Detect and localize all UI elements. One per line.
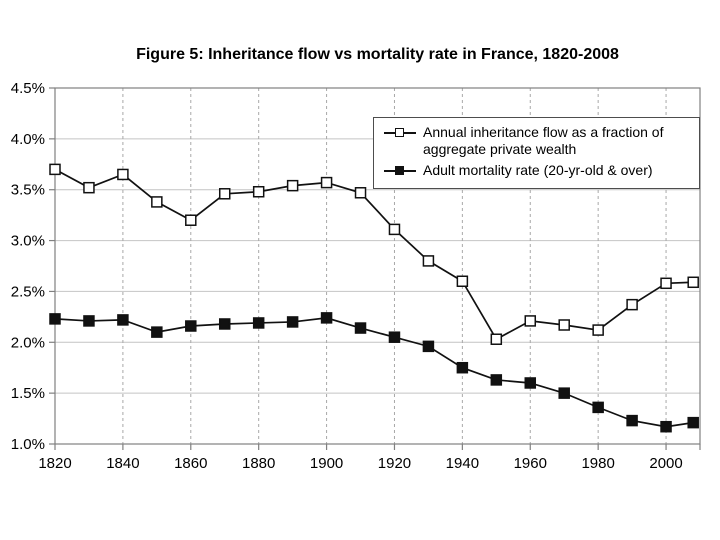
data-point-inheritance-flow [151, 196, 163, 208]
data-point-mortality-rate [252, 317, 265, 329]
data-point-inheritance-flow [388, 223, 401, 236]
legend: Annual inheritance flow as a fraction of… [373, 117, 700, 189]
data-point-inheritance-flow [49, 163, 61, 176]
data-point-inheritance-flow [218, 188, 231, 200]
x-tick-label: 1880 [242, 455, 275, 472]
filled-square-marker-icon [384, 164, 416, 178]
legend-label-inheritance: Annual inheritance flow as a fraction of… [423, 124, 664, 158]
y-tick-label: 3.0% [11, 233, 45, 250]
data-point-inheritance-flow [286, 179, 299, 192]
open-square-marker-icon [384, 126, 416, 140]
data-point-mortality-rate [354, 322, 367, 334]
data-point-mortality-rate [286, 316, 299, 328]
legend-item-mortality: Adult mortality rate (20-yr-old & over) [384, 162, 697, 179]
data-point-inheritance-flow [558, 319, 570, 331]
legend-label-mortality: Adult mortality rate (20-yr-old & over) [423, 162, 653, 179]
x-tick-label: 2000 [649, 455, 682, 472]
data-point-inheritance-flow [660, 277, 672, 290]
data-point-mortality-rate [83, 315, 95, 327]
x-tick-label: 1900 [310, 455, 343, 472]
data-point-mortality-rate [490, 374, 503, 386]
data-point-mortality-rate [388, 331, 401, 343]
data-point-inheritance-flow [252, 185, 265, 198]
x-tick-label: 1920 [378, 455, 411, 472]
x-tick-label: 1820 [38, 455, 71, 472]
data-point-mortality-rate [592, 401, 604, 414]
data-point-inheritance-flow [354, 187, 367, 199]
data-point-mortality-rate [49, 313, 61, 325]
x-tick-label: 1840 [106, 455, 139, 472]
data-point-mortality-rate [117, 314, 129, 326]
data-point-inheritance-flow [422, 255, 435, 267]
data-point-inheritance-flow [320, 176, 333, 189]
data-point-mortality-rate [558, 387, 570, 399]
y-tick-label: 2.0% [11, 334, 45, 351]
legend-item-inheritance: Annual inheritance flow as a fraction of… [384, 124, 697, 158]
x-tick-label: 1980 [581, 455, 614, 472]
y-tick-label: 3.5% [11, 182, 45, 199]
data-point-inheritance-flow [490, 333, 503, 345]
data-point-inheritance-flow [83, 181, 95, 194]
data-point-mortality-rate [456, 361, 469, 374]
y-tick-label: 2.5% [11, 283, 45, 300]
y-tick-label: 1.0% [11, 436, 45, 453]
data-point-inheritance-flow [687, 276, 699, 289]
y-tick-label: 4.5% [11, 80, 45, 97]
data-point-mortality-rate [524, 377, 537, 389]
data-point-inheritance-flow [592, 324, 604, 336]
x-tick-label: 1940 [446, 455, 479, 472]
plot-border [54, 87, 701, 445]
data-point-inheritance-flow [456, 275, 469, 288]
chart-title: Figure 5: Inheritance flow vs mortality … [136, 46, 619, 63]
data-point-inheritance-flow [185, 214, 197, 226]
data-point-inheritance-flow [117, 168, 129, 181]
data-point-mortality-rate [185, 320, 197, 332]
series-line-inheritance-flow [54, 168, 694, 341]
data-point-mortality-rate [687, 416, 699, 429]
data-point-mortality-rate [218, 318, 231, 330]
data-point-inheritance-flow [524, 315, 537, 327]
y-tick-label: 4.0% [11, 131, 45, 148]
data-point-mortality-rate [660, 420, 672, 433]
x-tick-label: 1860 [174, 455, 207, 472]
data-point-inheritance-flow [626, 298, 638, 311]
x-tick-label: 1960 [514, 455, 547, 472]
data-point-mortality-rate [320, 312, 333, 324]
y-tick-label: 1.5% [11, 385, 45, 402]
data-point-mortality-rate [422, 340, 435, 353]
data-point-mortality-rate [151, 326, 163, 338]
data-point-mortality-rate [626, 414, 638, 427]
